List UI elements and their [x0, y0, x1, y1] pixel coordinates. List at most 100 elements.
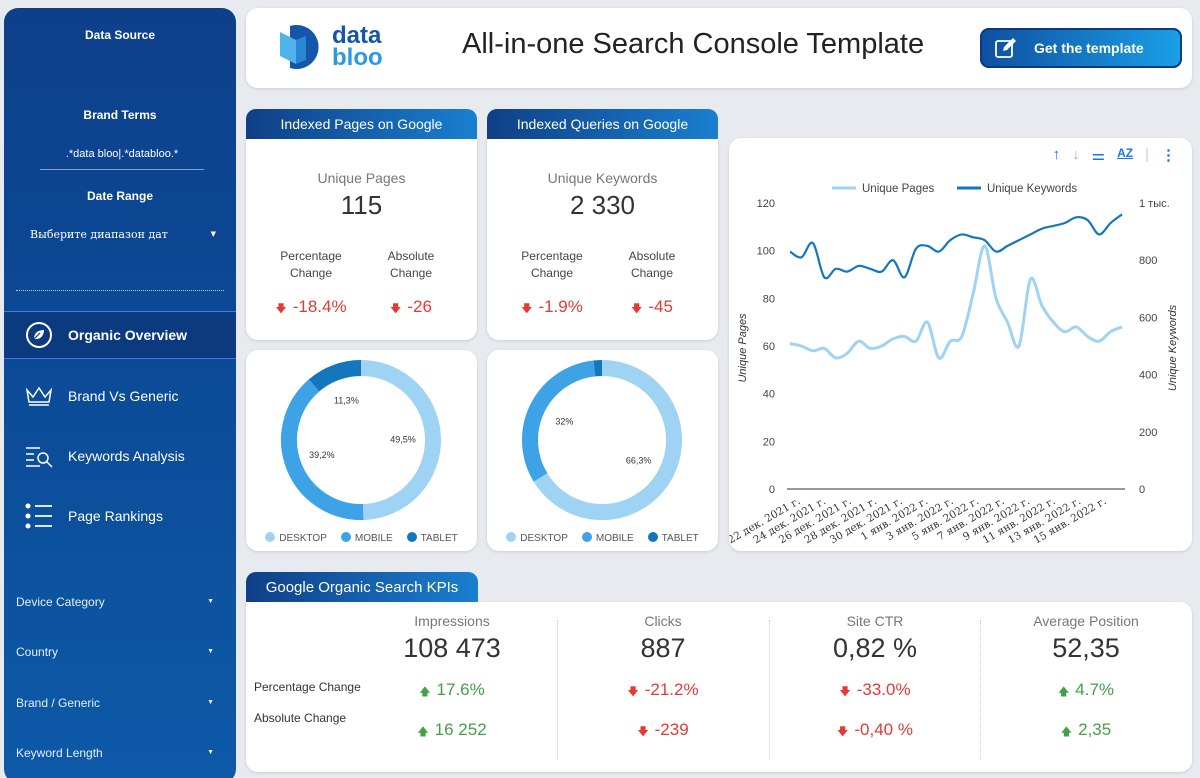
kpi-card: Percentage Change Absolute Change Impres… [246, 602, 1192, 772]
logo: data bloo [276, 22, 383, 72]
kpi-value: 887 [640, 633, 686, 663]
list-icon [24, 501, 54, 531]
legend-mobile: MOBILE [581, 532, 634, 544]
nav-label: Page Rankings [68, 508, 163, 524]
arrow-down-icon: 🡇 [839, 686, 851, 698]
arrow-down-icon: 🡇 [627, 686, 639, 698]
chevron-down-icon: ▼ [207, 598, 214, 605]
nav-keywords-analysis[interactable]: Keywords Analysis [4, 432, 236, 480]
donut-label: 39,2% [309, 450, 335, 460]
kpi-label: Impressions [414, 613, 490, 629]
donut-slice-desktop[interactable] [533, 360, 682, 520]
nav-brand-vs-generic[interactable]: Brand Vs Generic [4, 372, 236, 420]
filter-label: Brand / Generic [16, 696, 101, 710]
chevron-down-icon: ▼ [207, 699, 214, 706]
filter-sliders-icon[interactable]: ⚌ [1091, 147, 1106, 164]
y-axis-title-right: Unique Keywords [1167, 304, 1179, 391]
donut-card-queries: 66,3% 32% DESKTOP MOBILE TABLET [487, 350, 718, 551]
y-tick-right: 200 [1139, 427, 1157, 439]
kpi-pct-change: 🡇 -21.2% [627, 680, 699, 699]
brand-terms-label: Brand Terms [83, 108, 157, 122]
donut-slice-mobile[interactable] [522, 360, 596, 482]
filter-country[interactable]: Country ▼ [16, 645, 214, 659]
donut-label: 49,5% [390, 434, 416, 444]
brand-terms-input[interactable]: .*data bloo|.*databloo.* [40, 148, 204, 170]
nav-organic-overview[interactable]: Organic Overview [4, 311, 236, 359]
sort-az-icon[interactable]: AZ [1117, 146, 1134, 160]
y-tick-right: 800 [1139, 255, 1157, 267]
more-vert-icon[interactable]: ⋮ [1161, 147, 1176, 164]
donut-label: 11,3% [334, 396, 359, 406]
sidebar: Data Source Brand Terms .*data bloo|.*da… [4, 8, 236, 778]
sort-descending-icon[interactable]: ↓ [1072, 146, 1080, 163]
nav-label: Organic Overview [68, 327, 188, 343]
sort-ascending-icon[interactable]: ↑ [1052, 146, 1061, 163]
pct-change-label: Percentage Change [521, 249, 583, 280]
abs-change-label: Absolute Change [628, 249, 676, 280]
get-template-button[interactable]: Get the template [980, 28, 1182, 68]
nav-page-rankings[interactable]: Page Rankings [4, 492, 236, 540]
metric-label: Unique Pages [317, 170, 406, 186]
get-template-label: Get the template [1034, 40, 1144, 56]
y-tick-left: 40 [763, 389, 775, 401]
legend-mobile: MOBILE [340, 532, 393, 544]
donut-slice-desktop[interactable] [360, 360, 441, 520]
arrow-up-icon: 🡅 [417, 726, 429, 738]
filter-keyword-length[interactable]: Keyword Length ▼ [16, 746, 214, 760]
arrow-down-icon: 🡇 [390, 303, 402, 315]
donut-slice-mobile[interactable] [281, 379, 364, 520]
filter-brand-generic[interactable]: Brand / Generic ▼ [16, 696, 214, 710]
metric-value: 2 330 [569, 190, 636, 220]
kpi-pct-change: 🡅 17.6% [419, 680, 485, 699]
y-tick-left: 0 [769, 484, 775, 496]
donut-card-pages: 49,5% 39,2% 11,3% DESKTOP MOBILE TABLET [246, 350, 477, 551]
logo-text-data: data [332, 22, 382, 49]
pct-change-label: Percentage Change [280, 249, 342, 280]
kpi-abs-change: 🡇 -0,40 % [837, 720, 913, 739]
donut-legend: DESKTOP MOBILE TABLET [487, 532, 718, 544]
donut-label: 66,3% [626, 456, 652, 466]
donut-slice-tablet[interactable] [308, 360, 362, 392]
kpi-site-ctr: Site CTR 0,82 % 🡇 -33.0% 🡇 -0,40 % [775, 602, 975, 772]
abs-change-label: Absolute Change [387, 249, 435, 280]
kpi-average-position: Average Position 52,35 🡅 4.7% 🡅 2,35 [986, 602, 1186, 772]
y-tick-left: 120 [757, 198, 775, 210]
metric-label: Unique Keywords [547, 170, 658, 186]
y-tick-right: 1 тыс. [1139, 198, 1170, 210]
arrow-up-icon: 🡅 [1060, 726, 1073, 738]
logo-text-bloo: bloo [332, 44, 383, 71]
data-source-label[interactable]: Data Source [84, 28, 156, 42]
indexed-queries-card: Unique Keywords 2 330 Percentage Change A… [487, 138, 718, 340]
edit-icon [995, 38, 1016, 58]
page-title: All-in-one Search Console Template [462, 28, 925, 60]
series-line-unique-keywords[interactable] [789, 213, 1123, 280]
kpi-value: 0,82 % [832, 633, 918, 663]
line-chart: 0 20 40 60 80 100 120 0 200 400 600 800 1 тыс. Unique… [729, 183, 1179, 547]
date-range-label: Date Range [86, 189, 154, 203]
chevron-down-icon: ▼ [207, 648, 214, 655]
y-tick-left: 80 [763, 293, 775, 305]
abs-change-value: 🡇 -45 [631, 297, 673, 316]
abs-change-value: 🡇 -26 [390, 297, 432, 316]
y-tick-left: 100 [757, 246, 775, 258]
filter-label: Country [16, 645, 59, 659]
series-line-unique-pages[interactable] [789, 244, 1123, 360]
arrow-down-icon: 🡇 [521, 303, 533, 315]
kpi-separator [980, 620, 981, 760]
kpi-abs-change: 🡅 2,35 [1060, 720, 1112, 739]
y-tick-left: 20 [763, 436, 775, 448]
donut-chart-pages: 49,5% 39,2% 11,3% [281, 360, 441, 520]
date-range-select[interactable]: Выберите диапазон дат ▼ [30, 228, 216, 241]
legend-label[interactable]: Unique Pages [862, 183, 934, 195]
kpi-abs-change: 🡇 -239 [637, 720, 689, 739]
legend-label[interactable]: Unique Keywords [987, 183, 1077, 195]
nav-label: Keywords Analysis [68, 448, 185, 464]
kpi-value: 52,35 [1052, 633, 1120, 663]
filter-device-category[interactable]: Device Category ▼ [16, 595, 214, 609]
kpi-label: Clicks [644, 613, 682, 629]
arrow-down-icon: 🡇 [275, 303, 287, 315]
pct-change-value: 🡇 -1.9% [521, 297, 583, 316]
leaf-icon [24, 320, 54, 350]
filter-label: Device Category [16, 595, 105, 609]
arrow-down-icon: 🡇 [637, 726, 649, 738]
